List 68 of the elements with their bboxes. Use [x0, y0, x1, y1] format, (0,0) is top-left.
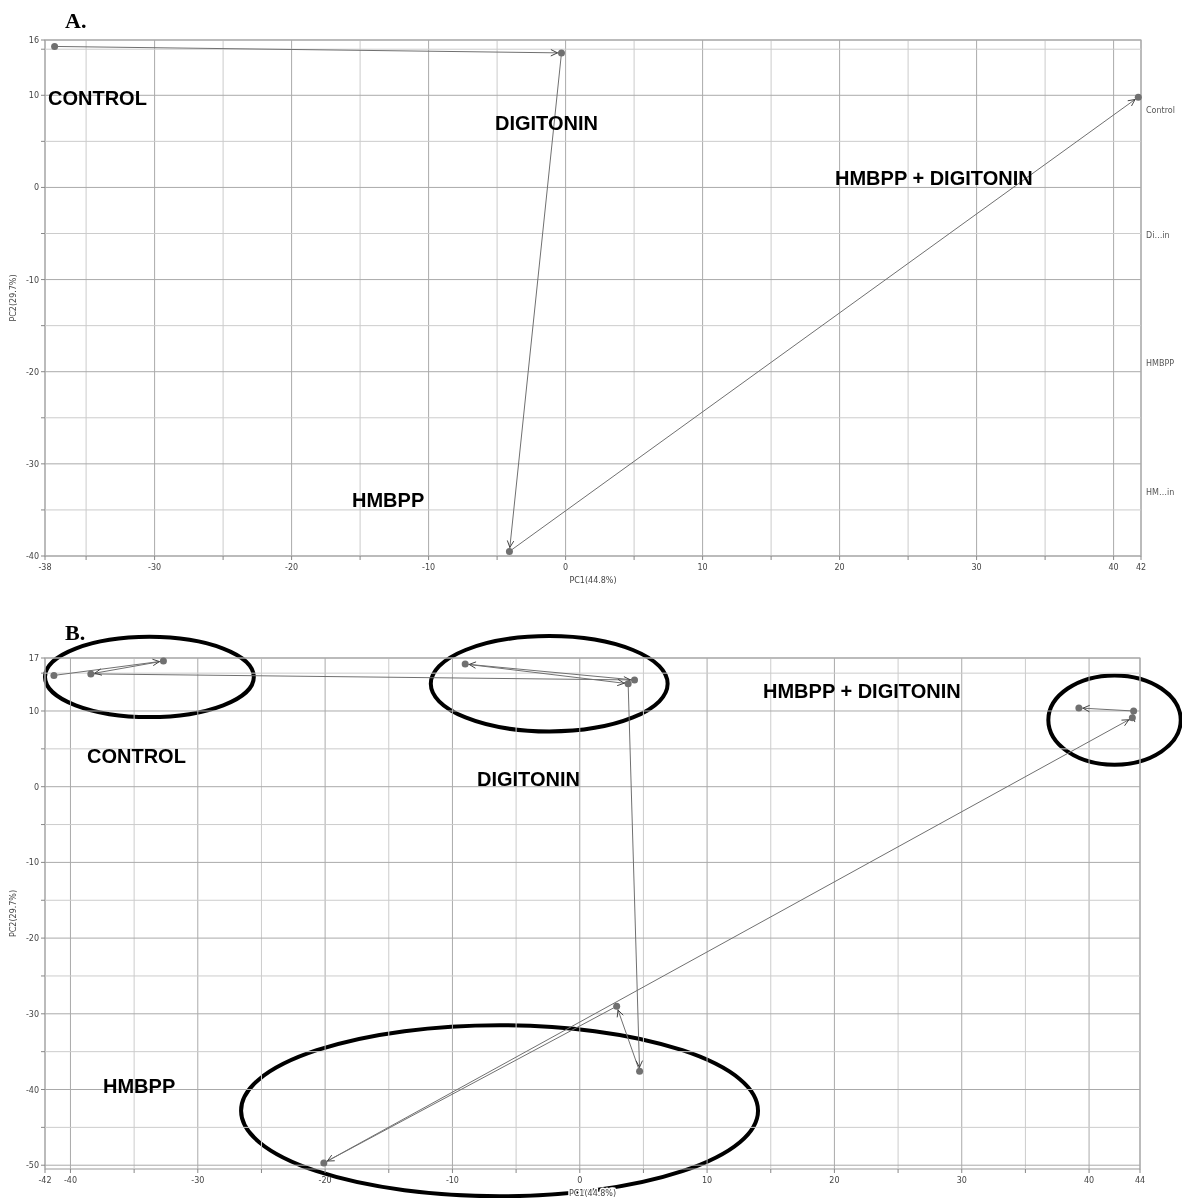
- point: [1075, 704, 1083, 712]
- annotation: HMBPP + DIGITONIN: [835, 167, 1033, 190]
- x-tick-label: -30: [191, 1176, 205, 1185]
- x-axis-title: PC1(44.8%): [569, 576, 617, 585]
- x-tick-label: 42: [1135, 563, 1147, 572]
- y-tick-label: -40: [25, 1085, 39, 1095]
- x-tick-label: 20: [829, 1176, 840, 1185]
- point: [557, 49, 565, 57]
- y-tick-label: -40: [25, 552, 39, 561]
- y-axis-title: PC2(29.7%): [9, 889, 18, 938]
- point: [1134, 93, 1142, 101]
- y-tick-label: 10: [28, 91, 39, 101]
- y-tick-label: 0: [33, 183, 39, 193]
- x-tick-label: -38: [38, 563, 52, 572]
- x-tick-label: 0: [577, 1176, 583, 1185]
- chart-title: B.: [65, 620, 86, 645]
- y-tick-label: 10: [28, 706, 39, 716]
- point: [613, 1002, 621, 1010]
- y-tick-label: -10: [25, 858, 39, 868]
- text: HM…in: [1146, 487, 1175, 497]
- y-tick-label: -10: [25, 275, 39, 285]
- annotation: HMBPP + DIGITONIN: [763, 680, 961, 703]
- x-tick-label: 30: [956, 1176, 967, 1185]
- text: Di…in: [1146, 230, 1170, 240]
- text: Control: [1146, 105, 1175, 115]
- point: [631, 676, 639, 684]
- x-tick-label: 44: [1134, 1176, 1146, 1185]
- chart-title: A.: [65, 8, 87, 33]
- x-tick-label: 0: [563, 563, 569, 572]
- x-tick-label: 40: [1083, 1176, 1095, 1185]
- point: [461, 660, 469, 668]
- annotation: CONTROL: [48, 87, 147, 110]
- x-tick-label: -42: [38, 1176, 52, 1185]
- point: [624, 680, 632, 688]
- point: [505, 547, 513, 555]
- point: [1130, 707, 1138, 715]
- y-tick-label: -20: [25, 367, 39, 377]
- point: [159, 657, 167, 665]
- y-tick-label: -50: [25, 1161, 39, 1171]
- x-tick-label: -20: [318, 1176, 332, 1185]
- x-tick-label: 10: [697, 563, 708, 572]
- annotation: CONTROL: [87, 745, 186, 768]
- y-tick-label: 17: [28, 654, 39, 663]
- text: HMBPP: [1146, 358, 1175, 368]
- x-tick-label: 20: [834, 563, 845, 572]
- annotation: DIGITONIN: [495, 112, 598, 135]
- point: [320, 1159, 328, 1167]
- y-tick-label: -30: [25, 1009, 39, 1019]
- y-tick-label: -30: [25, 459, 39, 469]
- x-tick-label: -10: [445, 1176, 459, 1185]
- annotation: HMBPP: [103, 1075, 176, 1098]
- y-tick-label: -20: [25, 934, 39, 944]
- point: [51, 42, 59, 50]
- x-tick-label: -40: [63, 1176, 77, 1185]
- point: [636, 1067, 644, 1075]
- annotation: DIGITONIN: [477, 768, 580, 791]
- x-tick-label: -10: [422, 563, 436, 572]
- y-tick-label: 16: [28, 36, 39, 45]
- annotation: HMBPP: [352, 489, 425, 512]
- x-tick-label: 40: [1108, 563, 1119, 572]
- y-axis-title: PC2(29.7%): [9, 274, 18, 322]
- y-tick-label: 0: [33, 782, 39, 792]
- x-tick-label: 30: [971, 563, 982, 572]
- x-tick-label: -20: [285, 563, 299, 572]
- point: [87, 670, 95, 678]
- x-tick-label: -30: [148, 563, 162, 572]
- point: [50, 671, 58, 679]
- x-tick-label: 10: [702, 1176, 713, 1185]
